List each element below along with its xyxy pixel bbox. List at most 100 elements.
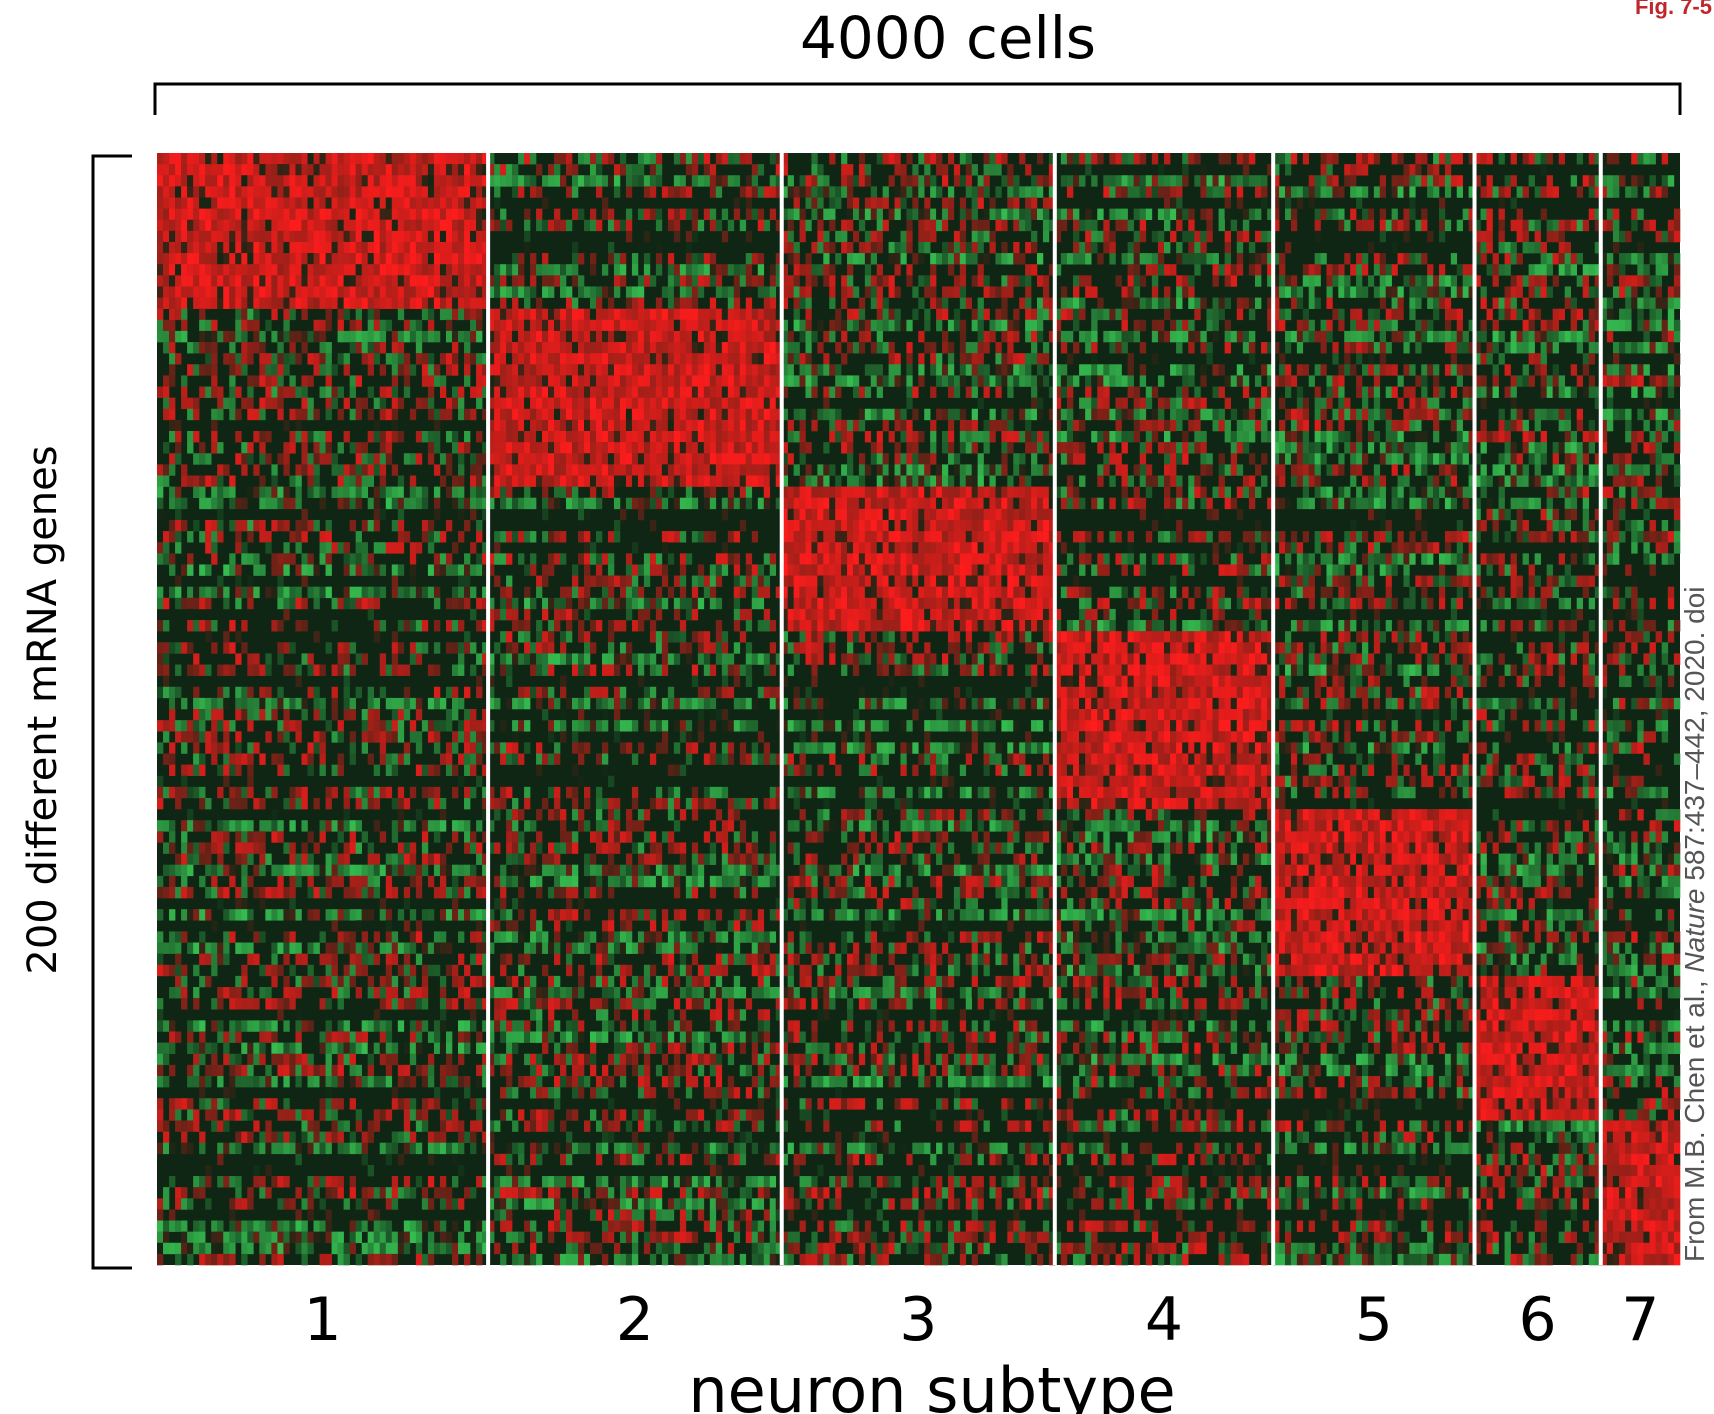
heatmap-cell	[349, 1042, 356, 1055]
heatmap-cell	[655, 219, 663, 232]
heatmap-cell	[721, 497, 729, 510]
heatmap-cell	[379, 364, 387, 376]
heatmap-cell	[205, 631, 212, 643]
heatmap-cell	[205, 175, 212, 187]
heatmap-cell	[325, 442, 332, 454]
heatmap-cell	[601, 597, 609, 610]
heatmap-cell	[235, 275, 242, 287]
heatmap-cell	[445, 1120, 453, 1132]
heatmap-cell	[542, 653, 549, 665]
heatmap-cell	[367, 586, 375, 599]
heatmap-cell	[691, 419, 699, 432]
heatmap-cell	[763, 431, 771, 443]
heatmap-cell	[572, 697, 579, 710]
heatmap-cell	[283, 386, 290, 398]
heatmap-cell	[403, 742, 411, 754]
heatmap-cell	[277, 1053, 284, 1066]
heatmap-cell	[476, 920, 483, 932]
heatmap-cell	[331, 1064, 338, 1077]
heatmap-cell	[349, 519, 356, 532]
heatmap-cell	[661, 642, 669, 654]
heatmap-cell	[193, 175, 200, 187]
heatmap-cell	[283, 1176, 290, 1188]
heatmap-cell	[548, 319, 555, 332]
heatmap-cell	[415, 1231, 423, 1244]
heatmap-cell	[691, 697, 699, 710]
heatmap-cell	[211, 1231, 218, 1244]
heatmap-cell	[349, 1098, 356, 1110]
heatmap-cell	[554, 608, 561, 621]
heatmap-cell	[223, 942, 230, 954]
heatmap-cell	[175, 353, 182, 365]
heatmap-cell	[500, 720, 507, 732]
heatmap-cell	[536, 620, 543, 632]
heatmap-cell	[331, 208, 338, 221]
heatmap-cell	[494, 531, 501, 543]
heatmap-cell	[451, 909, 459, 921]
heatmap-cell	[572, 720, 579, 732]
heatmap-cell	[464, 375, 471, 387]
heatmap-cell	[554, 431, 561, 443]
heatmap-cell	[661, 631, 669, 643]
heatmap-cell	[211, 697, 218, 710]
heatmap-cell	[649, 431, 657, 443]
heatmap-cell	[661, 286, 669, 298]
heatmap-cell	[235, 898, 242, 910]
heatmap-cell	[163, 653, 170, 665]
heatmap-cell	[301, 464, 308, 476]
heatmap-cell	[403, 898, 411, 910]
heatmap-cell	[763, 408, 771, 421]
heatmap-cell	[506, 553, 513, 565]
heatmap-cell	[697, 319, 705, 332]
heatmap-cell	[548, 408, 555, 421]
heatmap-cell	[181, 820, 188, 832]
heatmap-cell	[337, 942, 344, 954]
heatmap-cell	[506, 264, 513, 276]
heatmap-cell	[349, 1031, 356, 1043]
heatmap-cell	[391, 364, 399, 376]
heatmap-cell	[307, 153, 314, 165]
heatmap-cell	[625, 386, 633, 398]
heatmap-cell	[775, 353, 783, 365]
heatmap-cell	[613, 375, 621, 387]
heatmap-cell	[199, 709, 206, 721]
heatmap-cell	[409, 264, 417, 276]
heatmap-cell	[536, 464, 543, 476]
heatmap-cell	[403, 1109, 411, 1121]
heatmap-cell	[331, 275, 338, 287]
heatmap-cell	[757, 475, 765, 487]
heatmap-cell	[169, 909, 176, 921]
heatmap-cell	[470, 931, 477, 943]
heatmap-cell	[506, 375, 513, 387]
heatmap-cell	[583, 475, 591, 487]
heatmap-cell	[247, 297, 254, 309]
heatmap-cell	[572, 375, 579, 387]
heatmap-cell	[157, 241, 164, 254]
heatmap-cell	[542, 253, 549, 265]
heatmap-cell	[163, 1198, 170, 1210]
heatmap-cell	[319, 664, 326, 676]
heatmap-cell	[265, 1031, 272, 1043]
heatmap-cell	[415, 208, 423, 221]
heatmap-cell	[397, 542, 405, 554]
heatmap-cell	[277, 653, 284, 665]
heatmap-cell	[211, 219, 218, 232]
heatmap-cell	[367, 1220, 375, 1232]
heatmap-cell	[391, 731, 399, 743]
heatmap-cell	[595, 397, 603, 410]
heatmap-cell	[331, 219, 338, 232]
heatmap-cell	[601, 553, 609, 565]
heatmap-cell	[679, 208, 687, 221]
heatmap-cell	[235, 1064, 242, 1077]
heatmap-cell	[482, 809, 489, 821]
heatmap-cell	[757, 653, 765, 665]
heatmap-cell	[397, 208, 405, 221]
heatmap-cell	[548, 753, 555, 765]
heatmap-cell	[271, 1053, 278, 1066]
heatmap-cell	[476, 286, 483, 298]
heatmap-cell	[560, 709, 567, 721]
heatmap-cell	[241, 253, 248, 265]
heatmap-cell	[488, 375, 495, 387]
heatmap-cell	[415, 286, 423, 298]
heatmap-cell	[661, 453, 669, 465]
